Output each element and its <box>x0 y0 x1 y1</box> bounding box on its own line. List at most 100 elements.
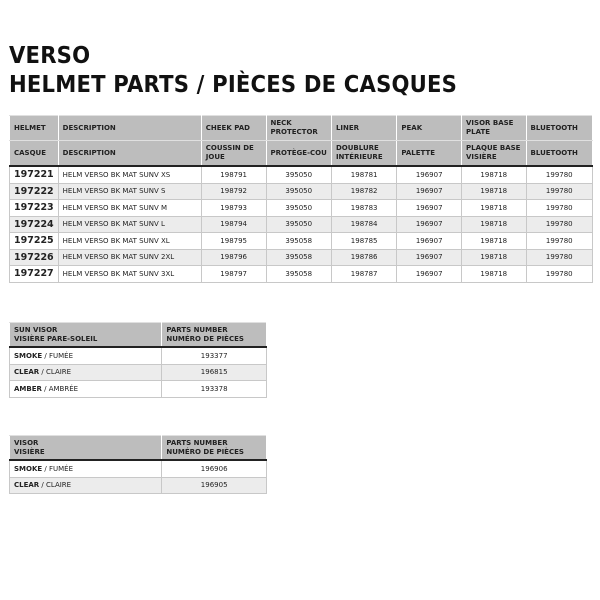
table-row: 197222 HELM VERSO BK MAT SUNV S 198792 3950… <box>9 182 594 200</box>
description-cell: HELM VERSO BK MAT SUNV L <box>57 215 202 233</box>
helmet-part-number: 197226 <box>9 248 59 266</box>
table-row: 197227 HELM VERSO BK MAT SUNV 3XL 198797 39… <box>9 265 594 283</box>
color-cell: SMOKE / FUMÉE <box>8 346 163 365</box>
title-model: VERSO <box>9 43 91 69</box>
description-cell: HELM VERSO BK MAT SUNV 2XL <box>57 248 202 266</box>
sun-visor-table: SUN VISOR VISIÈRE PARE-SOLEIL PARTS NUMBE… <box>8 322 267 398</box>
part-number-cell: 198796 <box>200 248 267 266</box>
part-number-cell: 198718 <box>461 215 527 233</box>
part-number-cell: 395058 <box>265 232 332 250</box>
color-cell: CLEAR / CLAIRE <box>8 476 163 494</box>
part-number-cell: 198784 <box>330 215 398 233</box>
visor-table: VISOR VISIÈRE PARTS NUMBER NUMÉRO DE PIÈCE… <box>8 435 267 494</box>
part-number-cell: 198782 <box>330 182 398 200</box>
part-number-cell: 196905 <box>161 476 267 494</box>
table-row: 197223 HELM VERSO BK MAT SUNV M 198793 3950… <box>9 199 594 217</box>
column-header: BLUETOOTH <box>525 140 594 167</box>
color-fr: / FUMÉE <box>42 351 74 360</box>
column-header: VISOR BASE PLATE <box>461 115 527 141</box>
part-number-cell: 196907 <box>396 215 463 233</box>
part-number-cell: 395050 <box>265 199 332 217</box>
part-number-cell: 199780 <box>525 265 594 283</box>
part-number-cell: 198797 <box>200 265 267 283</box>
part-number-cell: 198718 <box>461 182 527 200</box>
helmet-part-number: 197221 <box>9 165 59 184</box>
table-row: SMOKE / FUMÉE 193377 <box>8 346 267 365</box>
part-number-cell: 395058 <box>265 248 332 266</box>
part-number-cell: 196906 <box>161 459 267 478</box>
part-number-cell: 198786 <box>330 248 398 266</box>
part-number-cell: 196907 <box>396 232 463 250</box>
color-en: CLEAR <box>14 481 40 490</box>
color-cell: AMBER / AMBRÉE <box>8 380 163 398</box>
part-number-cell: 198718 <box>461 265 527 283</box>
header-parts-number: PARTS NUMBER NUMÉRO DE PIÈCES <box>161 322 267 348</box>
part-number-cell: 193377 <box>161 346 267 365</box>
part-number-cell: 193378 <box>161 380 267 398</box>
helmet-part-number: 197224 <box>9 215 59 233</box>
description-cell: HELM VERSO BK MAT SUNV XS <box>57 165 202 184</box>
color-cell: CLEAR / CLAIRE <box>8 363 163 381</box>
part-number-cell: 198718 <box>461 165 527 184</box>
color-en: SMOKE <box>14 464 43 473</box>
part-number-cell: 395050 <box>265 182 332 200</box>
color-fr: / CLAIRE <box>39 481 72 490</box>
title-section: HELMET PARTS / PIÈCES DE CASQUES <box>9 72 458 98</box>
part-number-cell: 198718 <box>461 248 527 266</box>
part-number-cell: 198718 <box>461 232 527 250</box>
part-number-cell: 395050 <box>265 215 332 233</box>
part-number-cell: 196907 <box>396 199 463 217</box>
part-number-cell: 196907 <box>396 182 463 200</box>
color-cell: SMOKE / FUMÉE <box>8 459 163 478</box>
part-number-cell: 199780 <box>525 215 594 233</box>
column-header: DESCRIPTION <box>57 115 202 141</box>
column-header: PALETTE <box>396 140 463 167</box>
header-sun-visor: SUN VISOR VISIÈRE PARE-SOLEIL <box>8 322 163 348</box>
description-cell: HELM VERSO BK MAT SUNV S <box>57 182 202 200</box>
column-header: PEAK <box>396 115 463 141</box>
table-row: SMOKE / FUMÉE 196906 <box>8 459 267 478</box>
part-number-cell: 199780 <box>525 182 594 200</box>
part-number-cell: 199780 <box>525 248 594 266</box>
column-header: NECK PROTECTOR <box>265 115 332 141</box>
color-fr: / AMBRÉE <box>41 384 79 393</box>
part-number-cell: 198792 <box>200 182 267 200</box>
part-number-cell: 198781 <box>330 165 398 184</box>
helmet-parts-table: HELMET DESCRIPTION CHEEK PAD NECK PROTECTOR… <box>9 115 594 283</box>
part-number-cell: 198783 <box>330 199 398 217</box>
part-number-cell: 196907 <box>396 165 463 184</box>
helmet-part-number: 197223 <box>9 199 59 217</box>
part-number-cell: 198793 <box>200 199 267 217</box>
column-header: PLAQUE BASE VISIÈRE <box>461 140 527 167</box>
color-en: AMBER <box>14 384 42 393</box>
part-number-cell: 196907 <box>396 265 463 283</box>
part-number-cell: 198791 <box>200 165 267 184</box>
part-number-cell: 196907 <box>396 248 463 266</box>
description-cell: HELM VERSO BK MAT SUNV 3XL <box>57 265 202 283</box>
helmet-part-number: 197227 <box>9 265 59 283</box>
table-row: AMBER / AMBRÉE 193378 <box>8 380 267 398</box>
part-number-cell: 198718 <box>461 199 527 217</box>
table-row: 197225 HELM VERSO BK MAT SUNV XL 198795 395… <box>9 232 594 250</box>
color-fr: / FUMÉE <box>42 464 74 473</box>
part-number-cell: 198795 <box>200 232 267 250</box>
column-header: HELMET <box>9 115 59 141</box>
description-cell: HELM VERSO BK MAT SUNV M <box>57 199 202 217</box>
header-parts-number: PARTS NUMBER NUMÉRO DE PIÈCES <box>161 435 267 461</box>
part-number-cell: 395058 <box>265 265 332 283</box>
table-row: CLEAR / CLAIRE 196905 <box>8 476 267 494</box>
part-number-cell: 395050 <box>265 165 332 184</box>
column-header: CASQUE <box>9 140 59 167</box>
table-row: 197221 HELM VERSO BK MAT SUNV XS 198791 395… <box>9 165 594 184</box>
color-fr: / CLAIRE <box>39 368 72 377</box>
part-number-cell: 198794 <box>200 215 267 233</box>
part-number-cell: 199780 <box>525 165 594 184</box>
color-en: SMOKE <box>14 351 43 360</box>
helmet-part-number: 197225 <box>9 232 59 250</box>
column-header: LINER <box>330 115 398 141</box>
part-number-cell: 199780 <box>525 199 594 217</box>
part-number-cell: 198785 <box>330 232 398 250</box>
table-row: CLEAR / CLAIRE 196815 <box>8 363 267 381</box>
description-cell: HELM VERSO BK MAT SUNV XL <box>57 232 202 250</box>
column-header: CHEEK PAD <box>200 115 267 141</box>
